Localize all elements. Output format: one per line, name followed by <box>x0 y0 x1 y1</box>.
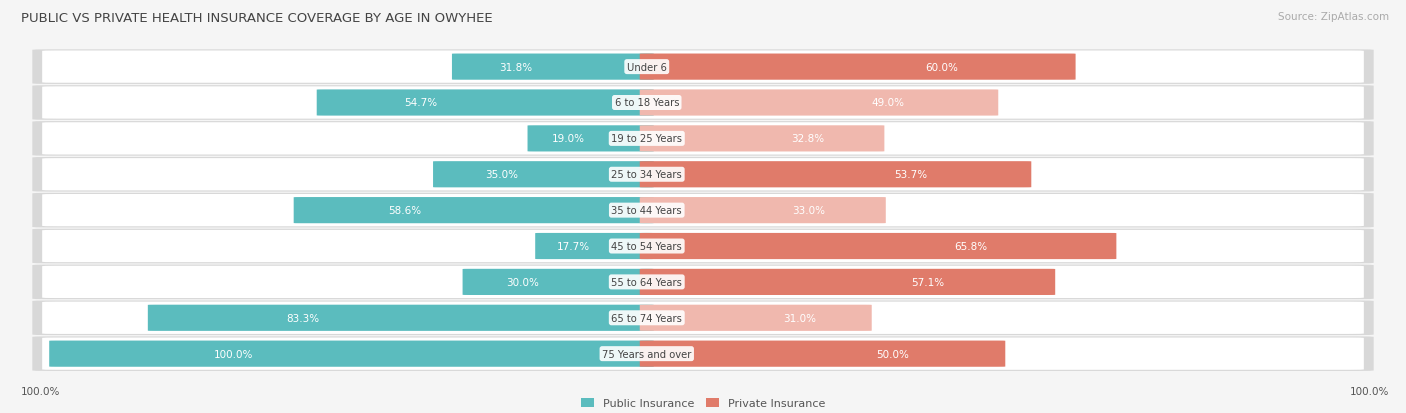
FancyBboxPatch shape <box>42 302 1364 334</box>
Text: 50.0%: 50.0% <box>876 349 910 359</box>
Text: 30.0%: 30.0% <box>506 277 538 287</box>
FancyBboxPatch shape <box>463 269 654 295</box>
Text: 32.8%: 32.8% <box>792 134 825 144</box>
Text: 58.6%: 58.6% <box>388 206 420 216</box>
FancyBboxPatch shape <box>32 122 1374 156</box>
FancyBboxPatch shape <box>42 195 1364 227</box>
FancyBboxPatch shape <box>32 193 1374 228</box>
FancyBboxPatch shape <box>32 158 1374 192</box>
FancyBboxPatch shape <box>32 301 1374 335</box>
FancyBboxPatch shape <box>32 229 1374 263</box>
Text: 49.0%: 49.0% <box>872 98 904 108</box>
FancyBboxPatch shape <box>294 197 654 224</box>
FancyBboxPatch shape <box>42 338 1364 370</box>
Text: 100.0%: 100.0% <box>214 349 253 359</box>
FancyBboxPatch shape <box>527 126 654 152</box>
FancyBboxPatch shape <box>42 123 1364 155</box>
Text: Under 6: Under 6 <box>627 62 666 72</box>
FancyBboxPatch shape <box>640 55 1076 81</box>
Text: 60.0%: 60.0% <box>925 62 959 72</box>
FancyBboxPatch shape <box>42 266 1364 298</box>
Legend: Public Insurance, Private Insurance: Public Insurance, Private Insurance <box>581 398 825 408</box>
FancyBboxPatch shape <box>433 162 654 188</box>
FancyBboxPatch shape <box>32 86 1374 121</box>
FancyBboxPatch shape <box>640 341 1005 367</box>
FancyBboxPatch shape <box>640 162 1032 188</box>
FancyBboxPatch shape <box>42 230 1364 263</box>
FancyBboxPatch shape <box>640 90 998 116</box>
Text: Source: ZipAtlas.com: Source: ZipAtlas.com <box>1278 12 1389 22</box>
Text: 6 to 18 Years: 6 to 18 Years <box>614 98 679 108</box>
Text: PUBLIC VS PRIVATE HEALTH INSURANCE COVERAGE BY AGE IN OWYHEE: PUBLIC VS PRIVATE HEALTH INSURANCE COVER… <box>21 12 492 25</box>
Text: 65 to 74 Years: 65 to 74 Years <box>612 313 682 323</box>
Text: 19.0%: 19.0% <box>551 134 585 144</box>
Text: 19 to 25 Years: 19 to 25 Years <box>612 134 682 144</box>
Text: 75 Years and over: 75 Years and over <box>602 349 692 359</box>
FancyBboxPatch shape <box>32 337 1374 371</box>
Text: 35 to 44 Years: 35 to 44 Years <box>612 206 682 216</box>
FancyBboxPatch shape <box>640 305 872 331</box>
Text: 31.0%: 31.0% <box>783 313 815 323</box>
Text: 33.0%: 33.0% <box>793 206 825 216</box>
FancyBboxPatch shape <box>640 126 884 152</box>
Text: 65.8%: 65.8% <box>955 242 987 252</box>
Text: 17.7%: 17.7% <box>557 242 591 252</box>
Text: 57.1%: 57.1% <box>911 277 945 287</box>
Text: 53.7%: 53.7% <box>894 170 928 180</box>
Text: 100.0%: 100.0% <box>21 387 60 396</box>
FancyBboxPatch shape <box>640 269 1054 295</box>
Text: 45 to 54 Years: 45 to 54 Years <box>612 242 682 252</box>
FancyBboxPatch shape <box>148 305 654 331</box>
Text: 54.7%: 54.7% <box>404 98 437 108</box>
FancyBboxPatch shape <box>640 197 886 224</box>
Text: 31.8%: 31.8% <box>499 62 531 72</box>
FancyBboxPatch shape <box>49 341 654 367</box>
FancyBboxPatch shape <box>536 233 654 259</box>
FancyBboxPatch shape <box>316 90 654 116</box>
Text: 83.3%: 83.3% <box>285 313 319 323</box>
FancyBboxPatch shape <box>42 159 1364 191</box>
FancyBboxPatch shape <box>42 87 1364 119</box>
FancyBboxPatch shape <box>32 50 1374 85</box>
FancyBboxPatch shape <box>42 51 1364 83</box>
Text: 25 to 34 Years: 25 to 34 Years <box>612 170 682 180</box>
Text: 100.0%: 100.0% <box>1350 387 1389 396</box>
FancyBboxPatch shape <box>640 233 1116 259</box>
Text: 55 to 64 Years: 55 to 64 Years <box>612 277 682 287</box>
Text: 35.0%: 35.0% <box>485 170 519 180</box>
FancyBboxPatch shape <box>451 55 654 81</box>
FancyBboxPatch shape <box>32 265 1374 299</box>
